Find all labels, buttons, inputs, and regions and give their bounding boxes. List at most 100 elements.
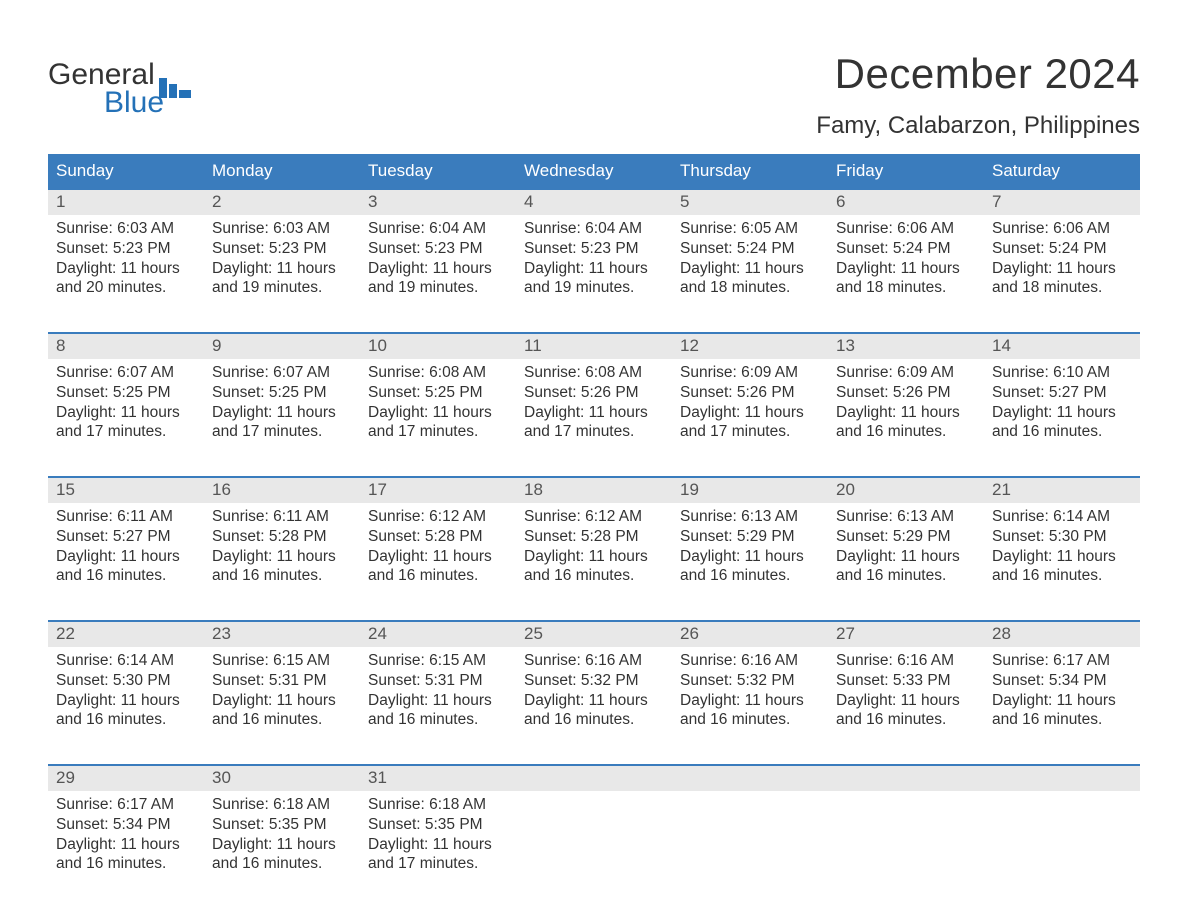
day-info: Sunrise: 6:06 AMSunset: 5:24 PMDaylight:…	[992, 219, 1132, 298]
day-cell: 19Sunrise: 6:13 AMSunset: 5:29 PMDayligh…	[672, 478, 828, 606]
day-cell: 6Sunrise: 6:06 AMSunset: 5:24 PMDaylight…	[828, 190, 984, 318]
day-sunset: Sunset: 5:32 PM	[524, 671, 664, 691]
day-daylight1: Daylight: 11 hours	[836, 547, 976, 567]
day-cell: 22Sunrise: 6:14 AMSunset: 5:30 PMDayligh…	[48, 622, 204, 750]
day-number: 20	[828, 478, 984, 503]
title-block: December 2024 Famy, Calabarzon, Philippi…	[816, 50, 1140, 140]
day-cell: 3 Sunrise: 6:04 AMSunset: 5:23 PMDaylight…	[360, 190, 516, 318]
weeks-container: 1Sunrise: 6:03 AMSunset: 5:23 PMDaylight…	[48, 188, 1140, 894]
day-sunset: Sunset: 5:33 PM	[836, 671, 976, 691]
week-row: 29 Sunrise: 6:17 AMSunset: 5:34 PMDayligh…	[48, 764, 1140, 894]
day-daylight1: Daylight: 11 hours	[368, 547, 508, 567]
day-cell: 20Sunrise: 6:13 AMSunset: 5:29 PMDayligh…	[828, 478, 984, 606]
day-sunrise: Sunrise: 6:04 AM	[368, 219, 508, 239]
day-info: Sunrise: 6:05 AMSunset: 5:24 PMDaylight:…	[680, 219, 820, 298]
day-daylight2: and 17 minutes.	[212, 422, 352, 442]
day-number: 27	[828, 622, 984, 647]
day-cell: 10Sunrise: 6:08 AMSunset: 5:25 PMDayligh…	[360, 334, 516, 462]
dow-cell: Sunday	[48, 154, 204, 188]
day-sunrise: Sunrise: 6:03 AM	[56, 219, 196, 239]
day-daylight1: Daylight: 11 hours	[212, 547, 352, 567]
dow-cell: Monday	[204, 154, 360, 188]
day-sunrise: Sunrise: 6:16 AM	[680, 651, 820, 671]
day-sunset: Sunset: 5:30 PM	[992, 527, 1132, 547]
day-daylight1: Daylight: 11 hours	[836, 691, 976, 711]
day-number-empty	[672, 766, 828, 791]
day-daylight2: and 19 minutes.	[524, 278, 664, 298]
day-number: 26	[672, 622, 828, 647]
day-info: Sunrise: 6:03 AMSunset: 5:23 PMDaylight:…	[56, 219, 196, 298]
day-cell: 11 Sunrise: 6:08 AMSunset: 5:26 PMDayligh…	[516, 334, 672, 462]
day-info: Sunrise: 6:16 AMSunset: 5:33 PMDaylight:…	[836, 651, 976, 730]
day-sunset: Sunset: 5:27 PM	[56, 527, 196, 547]
day-sunrise: Sunrise: 6:10 AM	[992, 363, 1132, 383]
day-daylight2: and 17 minutes.	[680, 422, 820, 442]
day-info: Sunrise: 6:12 AMSunset: 5:28 PMDaylight:…	[524, 507, 664, 586]
day-number: 3	[360, 190, 516, 215]
day-daylight2: and 16 minutes.	[56, 566, 196, 586]
day-info: Sunrise: 6:13 AMSunset: 5:29 PMDaylight:…	[680, 507, 820, 586]
day-cell: 16Sunrise: 6:11 AMSunset: 5:28 PMDayligh…	[204, 478, 360, 606]
day-number: 16	[204, 478, 360, 503]
day-sunrise: Sunrise: 6:08 AM	[368, 363, 508, 383]
day-sunrise: Sunrise: 6:13 AM	[836, 507, 976, 527]
day-daylight1: Daylight: 11 hours	[368, 835, 508, 855]
day-sunset: Sunset: 5:25 PM	[368, 383, 508, 403]
day-number: 29	[48, 766, 204, 791]
day-number: 17	[360, 478, 516, 503]
day-sunrise: Sunrise: 6:17 AM	[992, 651, 1132, 671]
day-daylight2: and 16 minutes.	[992, 566, 1132, 586]
day-number: 28	[984, 622, 1140, 647]
day-cell: 9Sunrise: 6:07 AMSunset: 5:25 PMDaylight…	[204, 334, 360, 462]
day-sunrise: Sunrise: 6:12 AM	[368, 507, 508, 527]
day-sunset: Sunset: 5:30 PM	[56, 671, 196, 691]
day-daylight1: Daylight: 11 hours	[524, 691, 664, 711]
day-daylight1: Daylight: 11 hours	[212, 691, 352, 711]
day-sunrise: Sunrise: 6:07 AM	[56, 363, 196, 383]
day-cell: 13Sunrise: 6:09 AMSunset: 5:26 PMDayligh…	[828, 334, 984, 462]
day-number: 31	[360, 766, 516, 791]
day-sunset: Sunset: 5:25 PM	[56, 383, 196, 403]
day-cell	[672, 766, 828, 894]
day-sunset: Sunset: 5:23 PM	[524, 239, 664, 259]
day-info: Sunrise: 6:15 AMSunset: 5:31 PMDaylight:…	[212, 651, 352, 730]
day-info: Sunrise: 6:08 AMSunset: 5:26 PMDaylight:…	[524, 363, 664, 442]
day-info: Sunrise: 6:16 AMSunset: 5:32 PMDaylight:…	[524, 651, 664, 730]
week-row: 8Sunrise: 6:07 AMSunset: 5:25 PMDaylight…	[48, 332, 1140, 462]
page-title: December 2024	[816, 50, 1140, 98]
day-number: 11	[516, 334, 672, 359]
day-cell: 4Sunrise: 6:04 AMSunset: 5:23 PMDaylight…	[516, 190, 672, 318]
day-sunset: Sunset: 5:26 PM	[836, 383, 976, 403]
day-cell: 18Sunrise: 6:12 AMSunset: 5:28 PMDayligh…	[516, 478, 672, 606]
day-daylight1: Daylight: 11 hours	[368, 691, 508, 711]
day-info: Sunrise: 6:03 AMSunset: 5:23 PMDaylight:…	[212, 219, 352, 298]
day-daylight1: Daylight: 11 hours	[992, 691, 1132, 711]
dow-cell: Wednesday	[516, 154, 672, 188]
day-daylight1: Daylight: 11 hours	[680, 547, 820, 567]
day-info: Sunrise: 6:14 AMSunset: 5:30 PMDaylight:…	[992, 507, 1132, 586]
day-info: Sunrise: 6:10 AMSunset: 5:27 PMDaylight:…	[992, 363, 1132, 442]
day-info: Sunrise: 6:16 AMSunset: 5:32 PMDaylight:…	[680, 651, 820, 730]
day-number: 7	[984, 190, 1140, 215]
day-sunset: Sunset: 5:31 PM	[212, 671, 352, 691]
day-number: 14	[984, 334, 1140, 359]
day-info: Sunrise: 6:06 AMSunset: 5:24 PMDaylight:…	[836, 219, 976, 298]
day-daylight2: and 17 minutes.	[368, 422, 508, 442]
day-cell: 5 Sunrise: 6:05 AMSunset: 5:24 PMDaylight…	[672, 190, 828, 318]
day-number: 23	[204, 622, 360, 647]
day-info: Sunrise: 6:04 AMSunset: 5:23 PMDaylight:…	[368, 219, 508, 298]
day-sunset: Sunset: 5:34 PM	[56, 815, 196, 835]
day-sunrise: Sunrise: 6:06 AM	[836, 219, 976, 239]
day-info: Sunrise: 6:17 AMSunset: 5:34 PMDaylight:…	[56, 795, 196, 874]
day-info: Sunrise: 6:11 AMSunset: 5:27 PMDaylight:…	[56, 507, 196, 586]
day-cell: 8Sunrise: 6:07 AMSunset: 5:25 PMDaylight…	[48, 334, 204, 462]
day-sunset: Sunset: 5:24 PM	[836, 239, 976, 259]
day-info: Sunrise: 6:07 AMSunset: 5:25 PMDaylight:…	[212, 363, 352, 442]
week-row: 15Sunrise: 6:11 AMSunset: 5:27 PMDayligh…	[48, 476, 1140, 606]
day-sunset: Sunset: 5:28 PM	[524, 527, 664, 547]
days-of-week-header: SundayMondayTuesdayWednesdayThursdayFrid…	[48, 154, 1140, 188]
day-number: 13	[828, 334, 984, 359]
day-daylight1: Daylight: 11 hours	[368, 259, 508, 279]
day-number: 5	[672, 190, 828, 215]
day-daylight2: and 20 minutes.	[56, 278, 196, 298]
